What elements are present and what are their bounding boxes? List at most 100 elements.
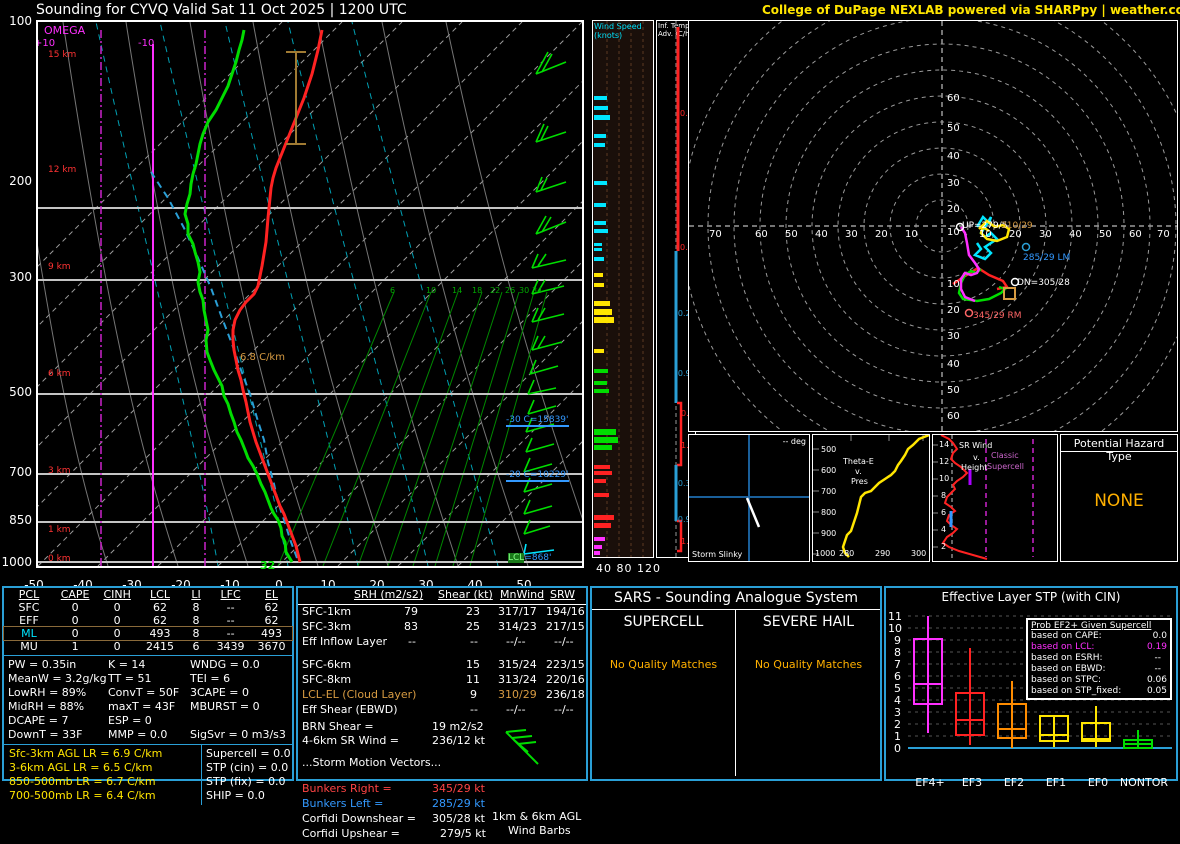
sars-panel: SARS - Sounding Analogue System SUPERCEL… (590, 586, 882, 781)
theta-e-xtick-280: 280 (839, 549, 855, 558)
kin-row-sfc3km-label: SFC-3km (302, 620, 352, 633)
index-wndg: WNDG = 0.0 (190, 658, 260, 671)
hodo-ring-label-60-up: 60 (947, 93, 960, 104)
kin-row-effshear-srw: --/-- (554, 703, 574, 716)
kinematics-rows-group2: SFC-6km 15 315/24 223/15 SFC-8km 11 313/… (298, 658, 586, 720)
index-spacer (190, 714, 286, 728)
kin-row-sfc3km-shear: 25 (466, 620, 480, 633)
composite-stp-cin: STP (cin) = 0.0 (206, 761, 289, 774)
theta-e-ptick-500: 500 (821, 445, 837, 454)
table-row[interactable]: MU 1 0 2415 6 3439 3670 (4, 640, 292, 653)
index-sigsvr: SigSvr = 0 m3/s3 (190, 728, 286, 741)
kin-row-sfc3km-srh: 83 (404, 620, 418, 633)
hodo-ring-label-50-left: 50 (785, 229, 798, 240)
height-label-12km: 12 km (48, 165, 77, 175)
parcel-el-mu: 3670 (257, 640, 286, 653)
omega-title: OMEGA (44, 24, 86, 37)
parcel-el-sfc: 62 (264, 601, 279, 614)
parcel-cape-ml: 0 (71, 627, 79, 640)
kin-col-srw: SRW (550, 588, 576, 601)
index-pw: PW = 0.35in (8, 658, 77, 671)
index-mburst: MBURST = 0 (190, 700, 260, 713)
mixratio-label-26: 26 (505, 286, 516, 295)
hodo-ring-label-50-up: 50 (947, 123, 960, 134)
brn-shear-value: 19 m2/s2 (432, 720, 484, 733)
hodograph-panel[interactable]: 60 50 40 30 20 10 10 20 30 40 50 60 70 6… (688, 20, 1178, 432)
parcel-col-pcl: PCL (18, 588, 40, 601)
advection-value-6: -0.3 (675, 479, 691, 488)
parcel-lcl-mu: 2415 (146, 640, 175, 653)
thermo-col3: WNDG = 0.0 TEI = 6 3CAPE = 0 MBURST = 0 … (190, 658, 286, 742)
stp-ytick-1: 1 (894, 730, 901, 743)
hodo-ring-label-20-up: 20 (947, 204, 960, 215)
kinematics-panel: SRH (m2/s2) Shear (kt) MnWind SRW SFC-1k… (296, 586, 588, 840)
skewt-svg (38, 22, 582, 566)
kin-row-cloudlayer-srw: 236/18 (546, 688, 585, 701)
prob-ef2-legend-rows: based on CAPE: 0.0 based on LCL: 0.19 ba… (1031, 631, 1167, 697)
hodo-ring-label-30-right: 30 (1039, 229, 1052, 240)
table-row[interactable]: SFC 0 0 62 8 -- 62 (4, 601, 292, 614)
stp-chart-area: 11 10 9 8 7 6 5 4 3 2 1 0 Prob EF2+ Give… (886, 604, 1176, 776)
stp-ytick-0: 0 (894, 742, 901, 755)
index-downt: DownT = 33F (8, 728, 83, 741)
sounding-title: Sounding for CYVQ Valid Sat 11 Oct 2025 … (36, 2, 407, 18)
kin-row-sfc3km-mnwind: 314/23 (498, 620, 537, 633)
index-3cape: 3CAPE = 0 (190, 686, 249, 699)
index-esp: ESP = 0 (108, 714, 152, 727)
table-row[interactable]: ML 0 0 493 8 -- 493 (3, 626, 293, 641)
kin-row-sfc1km-srw: 194/16 (546, 605, 585, 618)
pressure-label-200: 200 (9, 174, 32, 188)
parcel-col-cinh: CINH (103, 588, 131, 601)
sars-hail-message: No Quality Matches (754, 658, 863, 671)
sr-wind-htick-14: 14 (939, 440, 950, 449)
sr-wind-htick-4: 4 (941, 525, 947, 534)
prob-ef2-legend-title: Prob EF2+ Given Supercell (1031, 621, 1152, 631)
wind-speed-axis-labels: 40 80 120 (596, 562, 661, 575)
advection-value-1: 0.1 (680, 243, 693, 252)
parcel-li-ml: 8 (192, 627, 200, 640)
sars-title: SARS - Sounding Analogue System (614, 590, 858, 606)
sars-supercell-header: SUPERCELL (623, 614, 704, 630)
lapse-rate-list: Sfc-3km AGL LR = 6.9 C/km 3-6km AGL LR =… (9, 747, 162, 803)
parcel-cinh-mu: 0 (113, 640, 121, 653)
kin-row-sfc6km-label: SFC-6km (302, 658, 352, 671)
theta-e-title-line2: v. (855, 467, 862, 476)
legend-value-cape: 0.0 (1152, 631, 1167, 641)
skewt-panel[interactable]: OMEGA +10 -10 15 km 12 km 9 km 6 km 3 km… (0, 14, 592, 592)
title-bar: Sounding for CYVQ Valid Sat 11 Oct 2025 … (0, 0, 1180, 20)
hodo-ring-label-20-right: 20 (1009, 229, 1022, 240)
lapse-700-500mb: 700-500mb LR = 6.4 C/km (9, 789, 156, 802)
composite-divider (201, 745, 202, 805)
theta-e-title-line1: Theta-E (843, 457, 874, 466)
bunkers-right-value: 345/29 kt (432, 782, 485, 795)
parcel-lcl-sfc: 62 (153, 601, 168, 614)
index-tt: TT = 51 (108, 672, 152, 685)
stp-chart-title: Effective Layer STP (with CIN) (941, 590, 1121, 604)
mixratio-label-6: 6 (390, 286, 396, 295)
pressure-label-700: 700 (9, 465, 32, 479)
sr-wind-htick-6: 6 (941, 508, 947, 517)
parcel-col-li: LI (191, 588, 201, 601)
legend-value-stpc: 0.06 (1146, 675, 1167, 685)
pressure-label-100: 100 (9, 14, 32, 28)
kin-row-effinflow-shear: -- (470, 635, 478, 648)
stp-boxplot-svg (908, 615, 1172, 749)
stp-ytick-3: 3 (894, 706, 901, 719)
wind-speed-title: Wind Speed (knots) (594, 22, 654, 40)
skewt-plot-area[interactable]: OMEGA +10 -10 15 km 12 km 9 km 6 km 3 km… (36, 20, 584, 568)
corfidi-downshear-label: Corfidi Downshear = (302, 812, 417, 825)
parcel-lfc-mu: 3439 (216, 640, 245, 653)
legend-row-ebwd: based on EBWD: -- (1031, 664, 1167, 675)
legend-row-cape: based on CAPE: 0.0 (1031, 631, 1167, 642)
kin-row-effshear-mnwind: --/-- (506, 703, 526, 716)
omega-plus-label: +10 (36, 38, 56, 49)
hodo-corfidi-upshear-label: UP=279/5 (962, 221, 1008, 231)
sr-wind-4-6km-label: 4-6km SR Wind = (302, 734, 400, 747)
storm-motion-vectors: Bunkers Right = 345/29 kt Bunkers Left =… (298, 782, 586, 844)
corfidi-upshear-label: Corfidi Upshear = (302, 827, 400, 840)
sr-wind-panel: SR Wind v. Height 14 12 10 8 6 4 2 Class… (932, 434, 1058, 562)
hodo-ring-label-40-dn: 40 (947, 359, 960, 370)
height-label-3km: 3 km (48, 466, 71, 476)
table-row[interactable]: EFF 0 0 62 8 -- 62 (4, 614, 292, 627)
hodo-ring-label-10-left: 10 (905, 229, 918, 240)
